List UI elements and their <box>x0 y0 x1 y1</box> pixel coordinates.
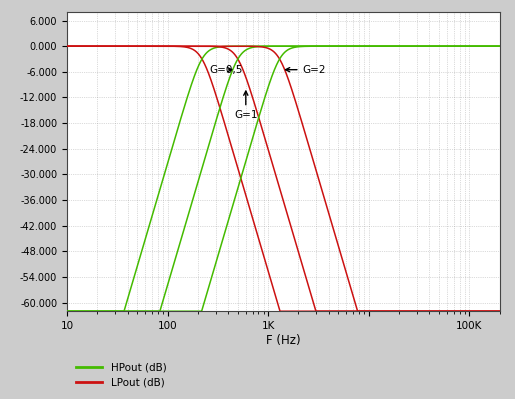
Text: G=0,5: G=0,5 <box>209 65 243 75</box>
X-axis label: F (Hz): F (Hz) <box>266 334 301 347</box>
Text: G=2: G=2 <box>285 65 326 75</box>
Text: G=1: G=1 <box>234 91 258 120</box>
Legend: HPout (dB), LPout (dB): HPout (dB), LPout (dB) <box>72 358 170 392</box>
